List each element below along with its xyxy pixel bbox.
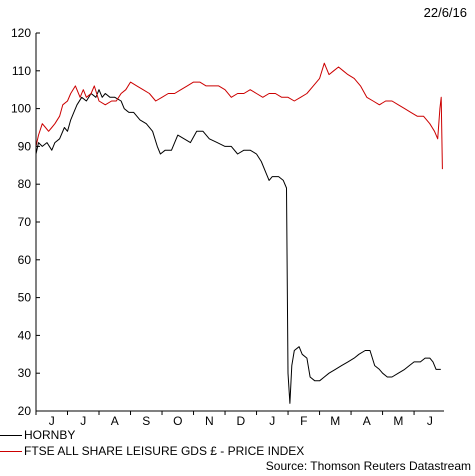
- x-tick-label: J: [427, 414, 433, 428]
- source-note: Source: Thomson Reuters Datastream: [265, 459, 471, 473]
- legend-swatch-ftse: [0, 451, 22, 453]
- x-tick-label: J: [49, 414, 55, 428]
- series-layer: [35, 62, 443, 404]
- x-tick-label: A: [111, 414, 119, 428]
- x-tick-label: A: [363, 414, 371, 428]
- x-tick-label: D: [236, 414, 245, 428]
- x-tick-label: M: [393, 414, 403, 428]
- y-tick-label: 60: [18, 253, 32, 267]
- x-tick-label: N: [205, 414, 214, 428]
- x-tick-label: J: [80, 414, 86, 428]
- date-label: 22/6/16: [423, 5, 467, 20]
- x-tick-label: S: [142, 414, 150, 428]
- series-line-ftse: [35, 62, 443, 170]
- x-tick-label: F: [300, 414, 307, 428]
- y-tick-label: 120: [11, 26, 31, 40]
- legend-item-ftse: FTSE ALL SHARE LEISURE GDS £ - PRICE IND…: [0, 444, 304, 458]
- x-tick-label: O: [173, 414, 182, 428]
- y-tick-label: 30: [18, 366, 32, 380]
- x-tick-label: M: [330, 414, 340, 428]
- y-tick-label: 100: [11, 102, 31, 116]
- legend-item-hornby: HORNBY: [0, 428, 75, 442]
- y-tick-label: 50: [18, 291, 32, 305]
- y-tick-label: 80: [18, 177, 32, 191]
- y-tick-label: 40: [18, 328, 32, 342]
- legend-swatch-hornby: [0, 435, 22, 437]
- y-tick-label: 110: [12, 64, 31, 78]
- legend-label-ftse: FTSE ALL SHARE LEISURE GDS £ - PRICE IND…: [24, 444, 305, 458]
- y-tick-label: 90: [18, 139, 32, 153]
- y-axis: 20 30 40 50 60 70 80 90 100 110 120: [11, 26, 40, 418]
- y-tick-label: 70: [18, 215, 32, 229]
- x-tick-label: J: [269, 414, 275, 428]
- legend-label-hornby: HORNBY: [24, 428, 76, 442]
- series-line-hornby: [35, 89, 441, 404]
- y-tick-label: 20: [18, 404, 32, 418]
